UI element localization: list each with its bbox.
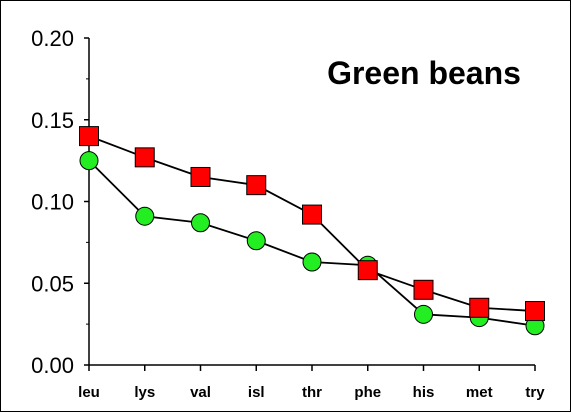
x-tick-label: his: [413, 384, 435, 401]
circle-point: [191, 213, 210, 233]
series-line-circle: [88, 159, 536, 327]
x-tick-label: thr: [302, 384, 322, 401]
square-point: [302, 204, 322, 225]
square-point: [246, 175, 267, 196]
series-lines: [88, 135, 536, 327]
x-tick-label: met: [466, 384, 493, 401]
x-tick-label: phe: [354, 384, 381, 401]
y-axis-ticks: 0.00 0.05 0.10 0.15 0.20: [31, 26, 89, 378]
y-tick-label: 0.05: [31, 271, 74, 296]
x-tick-label: try: [525, 384, 545, 401]
square-point: [190, 166, 211, 187]
square-point: [79, 126, 99, 147]
series-markers: [79, 126, 545, 336]
square-point: [469, 297, 490, 318]
circle-point: [135, 206, 155, 226]
y-tick-label: 0.00: [31, 353, 74, 378]
chart-title: Green beans: [327, 55, 521, 91]
circle-point: [414, 304, 433, 324]
circle-point: [246, 231, 266, 251]
x-tick-label: isl: [248, 384, 265, 401]
circle-point: [79, 151, 99, 171]
y-tick-label: 0.15: [31, 108, 74, 133]
x-tick-label: val: [190, 384, 211, 401]
x-axis-ticks: leu lys val isl thr phe his met try: [78, 365, 545, 401]
square-point: [357, 260, 378, 281]
square-point: [413, 279, 434, 300]
circle-point: [302, 252, 322, 272]
square-point: [525, 301, 545, 322]
y-tick-label: 0.10: [31, 190, 74, 215]
y-tick-label: 0.20: [31, 26, 74, 51]
square-point: [134, 147, 155, 168]
x-tick-label: lys: [134, 384, 155, 401]
x-tick-label: leu: [78, 384, 100, 401]
